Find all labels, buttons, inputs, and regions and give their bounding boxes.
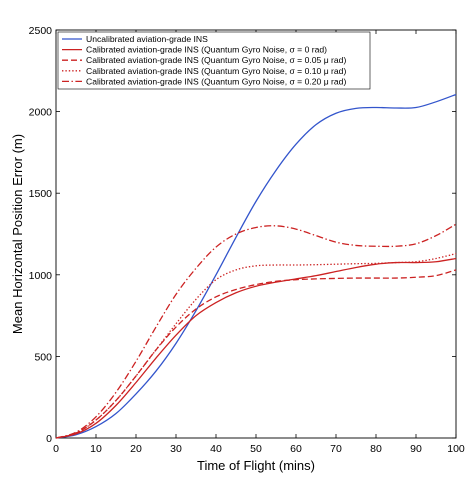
x-axis-label: Time of Flight (mins) xyxy=(197,458,315,473)
legend-entry: Uncalibrated aviation-grade INS xyxy=(86,34,208,44)
y-tick-label: 2000 xyxy=(29,107,53,119)
y-tick-label: 1500 xyxy=(29,188,53,200)
y-axis-label: Mean Horizontal Position Error (m) xyxy=(10,134,25,334)
series-line-4 xyxy=(55,252,457,439)
series-lines xyxy=(55,93,457,439)
plot-frame xyxy=(55,29,457,439)
x-tick-label: 60 xyxy=(290,443,302,455)
x-tick-label: 80 xyxy=(370,443,382,455)
legend-box xyxy=(57,31,371,90)
series-line-1 xyxy=(55,93,457,439)
x-tick-label: 50 xyxy=(250,443,262,455)
y-tick-label: 500 xyxy=(34,351,52,363)
y-tick-label: 0 xyxy=(46,433,52,445)
x-tick-label: 20 xyxy=(130,443,142,455)
legend: Uncalibrated aviation-grade INSCalibrate… xyxy=(57,31,371,90)
legend-entry: Calibrated aviation-grade INS (Quantum G… xyxy=(86,55,346,65)
axes: 0 10 20 30 40 50 60 70 80 90 100050010001500200025… xyxy=(29,25,465,455)
legend-entry: Calibrated aviation-grade INS (Quantum G… xyxy=(86,76,346,86)
x-tick-label: 40 xyxy=(210,443,222,455)
series-line-2 xyxy=(55,257,457,439)
x-tick-label: 100 xyxy=(447,443,465,455)
x-tick-label: 70 xyxy=(330,443,342,455)
x-tick-label: 30 xyxy=(170,443,182,455)
y-tick-label: 2500 xyxy=(29,25,53,37)
x-tick-label: 10 xyxy=(90,443,102,455)
legend-entry: Calibrated aviation-grade INS (Quantum G… xyxy=(86,66,346,76)
x-tick-label: 0 xyxy=(53,443,59,455)
x-tick-label: 90 xyxy=(410,443,422,455)
plot-area xyxy=(55,29,457,439)
legend-entry: Calibrated aviation-grade INS (Quantum G… xyxy=(86,45,327,55)
series-line-5 xyxy=(55,223,457,439)
y-tick-label: 1000 xyxy=(29,270,53,282)
